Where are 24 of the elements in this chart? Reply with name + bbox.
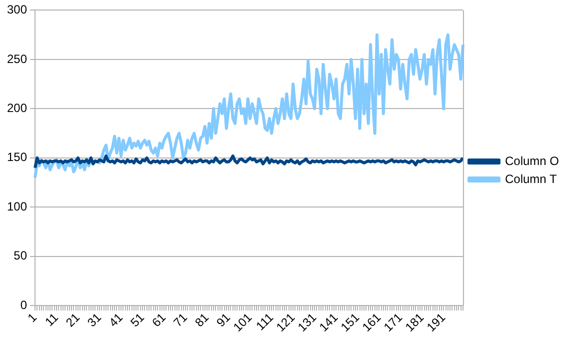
x-tick-label: 71 <box>170 310 190 330</box>
x-tick-label: 81 <box>192 310 212 330</box>
x-tick-label: 151 <box>338 310 362 334</box>
x-tick-label: 31 <box>84 310 104 330</box>
x-tick-label: 191 <box>424 310 448 334</box>
x-tick-label: 181 <box>402 310 427 334</box>
y-tick-label: 100 <box>6 199 28 214</box>
legend-label: Column T <box>504 172 558 186</box>
x-tick-label: 161 <box>360 310 384 334</box>
x-tick-label: 171 <box>381 310 406 334</box>
y-tick-label: 300 <box>6 2 28 17</box>
x-tick-label: 11 <box>42 310 62 330</box>
x-tick-label: 141 <box>316 310 341 334</box>
x-tick-label: 51 <box>128 310 148 330</box>
y-tick-label: 50 <box>14 248 28 263</box>
y-tick-label: 200 <box>6 101 28 115</box>
legend-label: Column O <box>504 154 560 168</box>
y-tick-label: 0 <box>20 298 28 312</box>
x-tick-label: 61 <box>149 310 169 330</box>
x-tick-label: 21 <box>63 310 83 330</box>
y-tick-label: 250 <box>6 52 28 66</box>
y-tick-label: 150 <box>6 150 28 164</box>
x-tick-label: 41 <box>106 310 126 330</box>
x-tick-label: 1 <box>24 310 40 325</box>
